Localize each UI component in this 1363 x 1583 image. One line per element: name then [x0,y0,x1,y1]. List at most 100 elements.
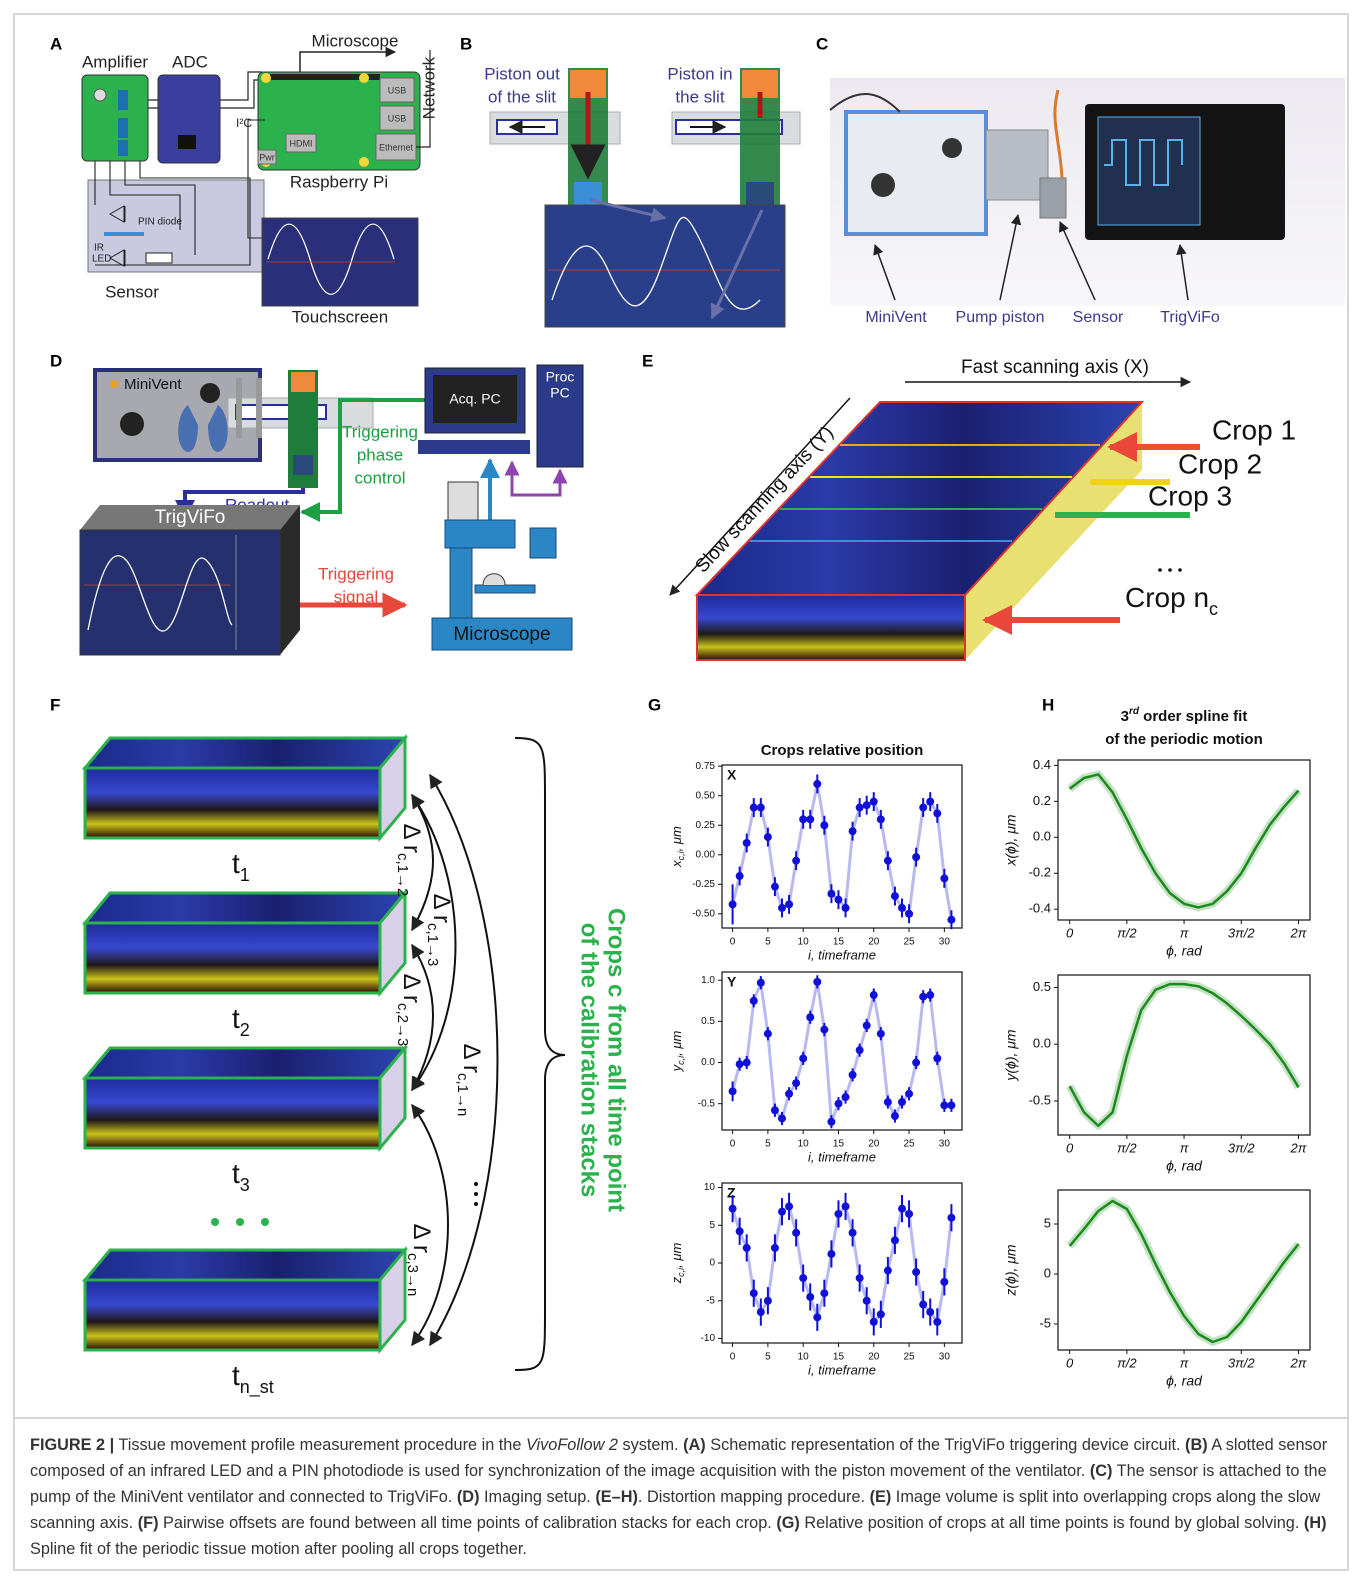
panel-label: D [50,351,62,370]
knob [200,383,220,403]
label: Fast scanning axis (X) [961,357,1149,378]
label: control [354,468,405,487]
y-tick-label: -10 [701,1333,716,1344]
point [842,1202,850,1210]
y-tick-label: 0.50 [696,790,716,801]
x-tick-label: 0 [730,1352,736,1363]
x-tick-label: π [1180,1140,1189,1155]
point [884,1267,892,1275]
offset-label-subscript: c,1→2 [394,853,411,896]
point [743,1244,751,1252]
x-tick-label: π/2 [1117,925,1137,940]
label: TrigViFo [155,507,226,528]
point [898,1098,906,1106]
point [905,910,913,918]
caption-text: system. [618,1436,683,1454]
y-axis-label: xc,i, μm [669,826,686,868]
page: { "panel_labels": ["A", "B", "C", "D", "… [0,0,1363,1583]
label: Proc [546,369,575,385]
x-axis-label: ϕ, rad [1166,943,1203,959]
caption-text: Schematic representation of the TrigViFo… [706,1436,1185,1454]
point [947,1214,955,1222]
caption-text: (H) [1304,1514,1327,1532]
label: phase [357,445,403,464]
timepoint-label: t1 [232,848,250,884]
minivent-device [846,112,986,234]
caption-text: (C) [1090,1462,1113,1480]
point [891,1236,899,1244]
y-tick-label: -0.2 [1029,865,1051,880]
x-tick-label: 15 [833,937,845,948]
brace [515,738,565,1370]
amplifier-board [82,75,148,161]
point [785,1090,793,1098]
label: of the calibration stacks [576,923,603,1198]
label-unit: , μm [669,826,684,851]
point [736,872,744,880]
point [919,804,927,812]
timepoint-label-subscript: 2 [240,1020,250,1040]
point [750,1289,758,1297]
point [827,1250,835,1258]
y-axis-label: y(ϕ), μm [1003,1029,1019,1082]
point [919,1301,927,1309]
point [926,798,934,806]
point [849,827,857,835]
ellipsis [261,1218,269,1226]
point [778,904,786,912]
x-tick-label: π [1180,925,1189,940]
stack-top [85,738,405,768]
point [785,1202,793,1210]
y-tick-label: -0.5 [698,1098,716,1109]
y-tick-label: -0.25 [692,879,715,890]
label: the slit [675,87,724,106]
timepoint-label: tn_st [232,1360,274,1397]
x-tick-label: 20 [868,1139,880,1150]
x-axis-label: i, timeframe [808,1149,876,1164]
point [834,896,842,904]
offset-label: Δ rc,1→2 [394,824,425,897]
x-axis-label: i, timeframe [808,947,876,962]
caption-text: (A) [683,1436,706,1454]
label: Ethernet [379,142,414,152]
light [530,528,556,558]
point [827,890,835,898]
y-tick-label: 0.0 [1033,1036,1051,1051]
stack-top [85,893,405,923]
point [834,1210,842,1218]
offset-label: Δ rc,1→n [454,1044,485,1117]
x-tick-label: 25 [903,1352,915,1363]
knob [120,412,144,436]
point [856,1274,864,1282]
x-tick-label: 25 [903,1139,915,1150]
caption-text: FIGURE 2 | [30,1436,114,1454]
caption-text: Tissue movement profile measurement proc… [114,1436,526,1454]
y-tick-label: 0 [1044,1265,1051,1280]
chart-title: Crops relative position [761,742,924,759]
point [863,801,871,809]
y-tick-label: -5 [706,1295,715,1306]
y-tick-label: 0.5 [701,1016,715,1027]
label-text: Crop n [1125,582,1209,613]
point [912,1059,920,1067]
point [856,1046,864,1054]
y-tick-label: 0.0 [701,1057,715,1068]
point [750,997,758,1005]
label: Touchscreen [292,307,388,326]
pump [986,130,1048,200]
label: LED [92,254,111,265]
panel-label: E [642,351,653,370]
trigvifo-side [280,505,300,655]
timepoint-label: t2 [232,1003,250,1039]
offset-arrow [412,945,433,1090]
chart: -5050π/2π3π/22πϕ, radz(ϕ), μm [1003,1190,1310,1389]
point [933,1054,941,1062]
caption-text: (D) [457,1488,480,1506]
y-tick-label: 0.5 [1033,979,1051,994]
title-part: order spline fit [1139,708,1247,725]
label-subscript: c [1209,599,1218,619]
point [863,1021,871,1029]
offset-label-subscript: c,3→n [404,1253,421,1296]
point [891,1112,899,1120]
